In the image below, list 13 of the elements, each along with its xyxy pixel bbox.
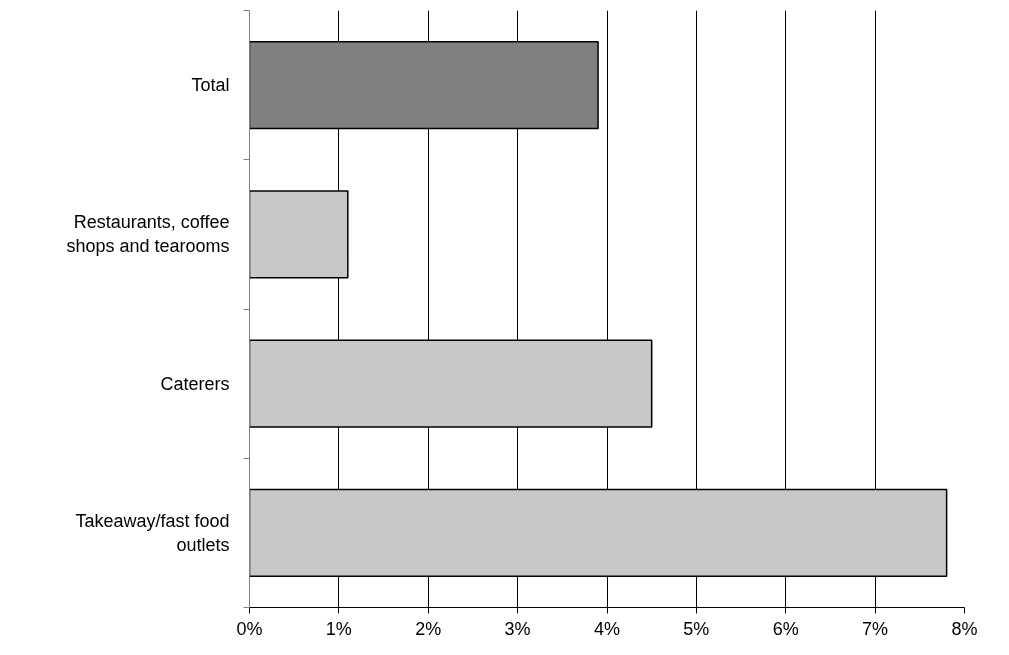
y-tick-label: Caterers bbox=[160, 373, 230, 394]
x-tick-label: 3% bbox=[504, 618, 531, 639]
x-tick-label: 6% bbox=[772, 618, 799, 639]
y-tick-label: Total bbox=[191, 75, 230, 96]
x-tick-label: 4% bbox=[593, 618, 621, 639]
y-tick-label: Restaurants, coffee shops and tearooms bbox=[66, 212, 230, 257]
x-tick-label: 5% bbox=[683, 618, 710, 639]
x-tick-label: 0% bbox=[236, 618, 263, 639]
x-tick-label: 1% bbox=[325, 618, 352, 639]
x-tick-label: 2% bbox=[415, 618, 442, 639]
x-tick-label: 7% bbox=[862, 618, 889, 639]
x-tick-label: 8% bbox=[951, 618, 978, 639]
y-tick-label: Takeaway/fast food outlets bbox=[75, 510, 230, 555]
